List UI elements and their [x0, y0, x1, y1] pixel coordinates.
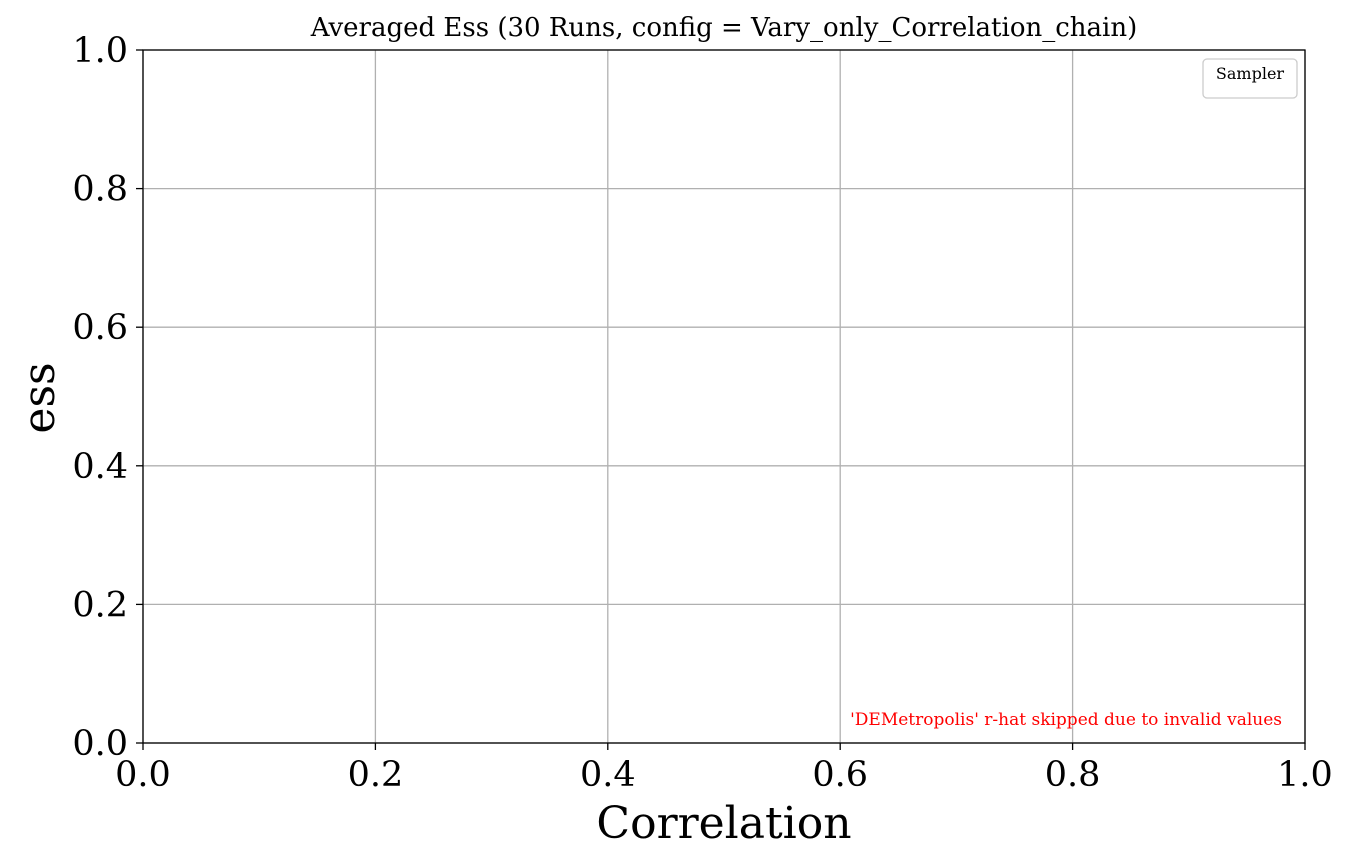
- x-tick-label: 0.8: [1045, 755, 1101, 795]
- y-tick-label: 0.8: [72, 170, 128, 210]
- x-axis: 0.0 0.2 0.4 0.6 0.8 1.0: [115, 743, 1333, 795]
- legend-box: [1202, 58, 1298, 99]
- legend: Sampler: [1202, 58, 1298, 99]
- y-tick-label: 0.6: [72, 308, 128, 348]
- plot-area: [142, 49, 1306, 744]
- grid-lines: [142, 49, 1306, 744]
- y-tick-label: 0.4: [72, 447, 128, 487]
- x-tick-label: 0.4: [580, 755, 636, 795]
- legend-title: Sampler: [1216, 64, 1285, 83]
- x-tick-label: 0.0: [115, 755, 171, 795]
- x-axis-label: Correlation: [596, 798, 851, 849]
- y-tick-label: 1.0: [72, 31, 128, 71]
- x-tick-label: 1.0: [1277, 755, 1333, 795]
- y-tick-label: 0.2: [72, 585, 128, 625]
- annotation-text: 'DEMetropolis' r-hat skipped due to inva…: [850, 710, 1282, 730]
- x-tick-label: 0.2: [348, 755, 404, 795]
- chart-title: Averaged Ess (30 Runs, config = Vary_onl…: [310, 13, 1137, 43]
- y-axis-label: ess: [14, 362, 65, 433]
- x-tick-label: 0.6: [812, 755, 868, 795]
- y-tick-label: 0.0: [72, 724, 128, 764]
- y-axis: 0.0 0.2 0.4 0.6 0.8 1.0: [72, 31, 143, 764]
